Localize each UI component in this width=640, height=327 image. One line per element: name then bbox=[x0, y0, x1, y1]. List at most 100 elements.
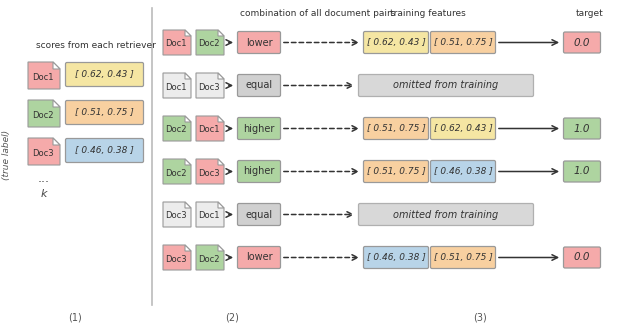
Polygon shape bbox=[218, 73, 224, 79]
Text: 0.0: 0.0 bbox=[573, 252, 590, 263]
FancyBboxPatch shape bbox=[431, 117, 495, 140]
Polygon shape bbox=[53, 62, 60, 69]
Polygon shape bbox=[218, 245, 224, 251]
FancyBboxPatch shape bbox=[563, 32, 600, 53]
Polygon shape bbox=[196, 202, 224, 227]
Text: [ 0.51, 0.75 ]: [ 0.51, 0.75 ] bbox=[367, 167, 426, 176]
Text: Doc1: Doc1 bbox=[165, 40, 187, 48]
FancyBboxPatch shape bbox=[237, 203, 280, 226]
Text: [ 0.62, 0.43 ]: [ 0.62, 0.43 ] bbox=[367, 38, 426, 47]
Text: scores from each retriever: scores from each retriever bbox=[36, 42, 156, 50]
Polygon shape bbox=[163, 30, 191, 55]
Text: Doc2: Doc2 bbox=[165, 126, 187, 134]
Text: higher: higher bbox=[243, 124, 275, 133]
Polygon shape bbox=[196, 159, 224, 184]
Text: omitted from training: omitted from training bbox=[394, 210, 499, 219]
FancyBboxPatch shape bbox=[364, 247, 429, 268]
Polygon shape bbox=[28, 138, 60, 165]
Text: [ 0.51, 0.75 ]: [ 0.51, 0.75 ] bbox=[367, 124, 426, 133]
Text: Doc3: Doc3 bbox=[165, 254, 187, 264]
FancyBboxPatch shape bbox=[431, 31, 495, 54]
Text: Doc2: Doc2 bbox=[165, 168, 187, 178]
FancyBboxPatch shape bbox=[431, 247, 495, 268]
Polygon shape bbox=[185, 245, 191, 251]
FancyBboxPatch shape bbox=[563, 118, 600, 139]
FancyBboxPatch shape bbox=[237, 247, 280, 268]
Polygon shape bbox=[163, 159, 191, 184]
Text: lower: lower bbox=[246, 252, 272, 263]
Text: [ 0.62, 0.43 ]: [ 0.62, 0.43 ] bbox=[434, 124, 492, 133]
Text: [ 0.46, 0.38 ]: [ 0.46, 0.38 ] bbox=[434, 167, 492, 176]
FancyBboxPatch shape bbox=[364, 117, 429, 140]
Polygon shape bbox=[28, 62, 60, 89]
Polygon shape bbox=[218, 202, 224, 208]
Polygon shape bbox=[196, 30, 224, 55]
Text: combination of all document pairs: combination of all document pairs bbox=[240, 9, 396, 19]
FancyBboxPatch shape bbox=[358, 75, 534, 96]
Polygon shape bbox=[218, 30, 224, 36]
Text: (2): (2) bbox=[225, 313, 239, 323]
Text: Doc3: Doc3 bbox=[32, 148, 54, 158]
Polygon shape bbox=[163, 245, 191, 270]
Polygon shape bbox=[53, 138, 60, 145]
FancyBboxPatch shape bbox=[237, 75, 280, 96]
FancyBboxPatch shape bbox=[364, 31, 429, 54]
Polygon shape bbox=[163, 116, 191, 141]
Text: higher: higher bbox=[243, 166, 275, 177]
Polygon shape bbox=[218, 116, 224, 122]
Polygon shape bbox=[185, 73, 191, 79]
FancyBboxPatch shape bbox=[431, 161, 495, 182]
Text: [ 0.51, 0.75 ]: [ 0.51, 0.75 ] bbox=[434, 38, 492, 47]
Text: [ 0.51, 0.75 ]: [ 0.51, 0.75 ] bbox=[75, 108, 134, 117]
Text: [ 0.51, 0.75 ]: [ 0.51, 0.75 ] bbox=[434, 253, 492, 262]
Polygon shape bbox=[185, 30, 191, 36]
Text: (3): (3) bbox=[473, 313, 487, 323]
Text: 1.0: 1.0 bbox=[573, 166, 590, 177]
Polygon shape bbox=[163, 73, 191, 98]
Text: Doc2: Doc2 bbox=[198, 40, 220, 48]
Polygon shape bbox=[185, 202, 191, 208]
FancyBboxPatch shape bbox=[358, 203, 534, 226]
Text: training features: training features bbox=[390, 9, 466, 19]
Text: (true label): (true label) bbox=[3, 130, 12, 180]
Text: [ 0.46, 0.38 ]: [ 0.46, 0.38 ] bbox=[75, 146, 134, 155]
FancyBboxPatch shape bbox=[237, 161, 280, 182]
Polygon shape bbox=[196, 116, 224, 141]
Polygon shape bbox=[196, 73, 224, 98]
Polygon shape bbox=[28, 100, 60, 127]
FancyBboxPatch shape bbox=[563, 247, 600, 268]
FancyBboxPatch shape bbox=[364, 161, 429, 182]
Text: 1.0: 1.0 bbox=[573, 124, 590, 133]
Polygon shape bbox=[185, 116, 191, 122]
Text: equal: equal bbox=[245, 210, 273, 219]
Text: omitted from training: omitted from training bbox=[394, 80, 499, 91]
Text: Doc2: Doc2 bbox=[198, 254, 220, 264]
Text: Doc2: Doc2 bbox=[32, 111, 54, 120]
Text: Doc1: Doc1 bbox=[198, 126, 220, 134]
Text: lower: lower bbox=[246, 38, 272, 47]
FancyBboxPatch shape bbox=[65, 100, 143, 125]
FancyBboxPatch shape bbox=[65, 62, 143, 87]
Text: Doc3: Doc3 bbox=[198, 82, 220, 92]
Polygon shape bbox=[53, 100, 60, 107]
Text: target: target bbox=[576, 9, 604, 19]
Text: [ 0.62, 0.43 ]: [ 0.62, 0.43 ] bbox=[75, 70, 134, 79]
Text: [ 0.46, 0.38 ]: [ 0.46, 0.38 ] bbox=[367, 253, 426, 262]
Text: equal: equal bbox=[245, 80, 273, 91]
Polygon shape bbox=[196, 245, 224, 270]
Text: k: k bbox=[41, 189, 47, 199]
Text: Doc1: Doc1 bbox=[165, 82, 187, 92]
Text: ...: ... bbox=[38, 173, 50, 185]
Polygon shape bbox=[218, 159, 224, 165]
FancyBboxPatch shape bbox=[65, 139, 143, 163]
Text: Doc3: Doc3 bbox=[198, 168, 220, 178]
FancyBboxPatch shape bbox=[237, 31, 280, 54]
Text: Doc1: Doc1 bbox=[32, 73, 54, 82]
Text: (1): (1) bbox=[68, 313, 82, 323]
Text: Doc1: Doc1 bbox=[198, 212, 220, 220]
Polygon shape bbox=[163, 202, 191, 227]
FancyBboxPatch shape bbox=[563, 161, 600, 182]
Text: Doc3: Doc3 bbox=[165, 212, 187, 220]
Polygon shape bbox=[185, 159, 191, 165]
Text: 0.0: 0.0 bbox=[573, 38, 590, 47]
